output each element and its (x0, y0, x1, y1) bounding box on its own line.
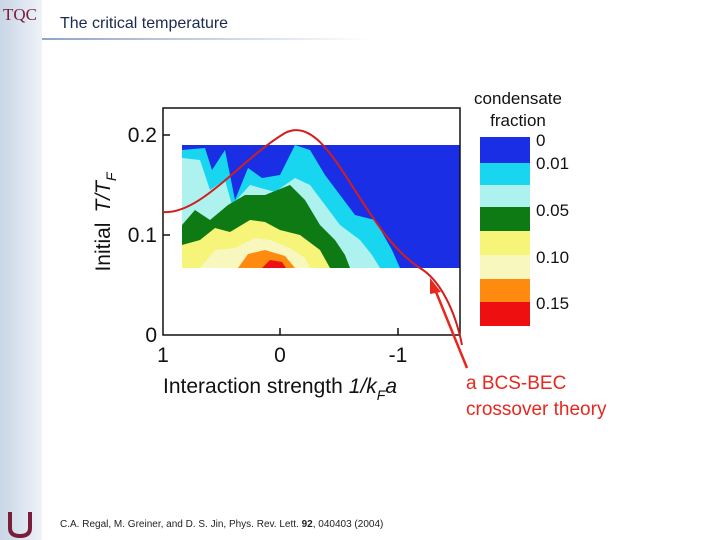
text-part: T/T (92, 179, 115, 213)
slide-title: The critical temperature (60, 15, 228, 32)
y-tick-label: 0 (145, 324, 157, 347)
y-tick-label: 0.1 (128, 224, 157, 247)
text-part: F (377, 387, 387, 403)
text-part: , 040403 (2004) (313, 519, 384, 530)
citation: C.A. Regal, M. Greiner, and D. S. Jin, P… (60, 519, 383, 530)
legend-title: fraction (490, 111, 546, 130)
text-part: Initial (92, 223, 115, 272)
y-axis-label: Initial T/TF (92, 171, 119, 272)
legend-label: 0 (536, 131, 545, 150)
x-axis-label: Interaction strength 1/kFa (163, 375, 397, 403)
legend-label: 0.01 (536, 154, 569, 173)
legend-title: condensate (474, 89, 562, 108)
tick-marks (163, 134, 399, 335)
text-part: F (103, 171, 119, 181)
text-part: Interaction strength (163, 375, 343, 398)
legend-swatches (480, 137, 530, 326)
x-tick-label: -1 (389, 344, 408, 367)
logo: TQC (3, 5, 37, 24)
theory-curve (162, 129, 463, 346)
text-part: 92 (302, 519, 314, 530)
text-part: 1/k (349, 375, 379, 398)
text-part: C.A. Regal, M. Greiner, and D. S. Jin, P… (60, 519, 299, 530)
annotation: a BCS-BEC (466, 373, 566, 394)
legend-label: 0.10 (536, 248, 569, 267)
annotation-arrowhead (430, 278, 441, 294)
legend-label: 0.05 (536, 201, 569, 220)
text-part: a (385, 375, 397, 398)
annotation: crossover theory (466, 399, 607, 420)
y-tick-label: 0.2 (128, 124, 157, 147)
legend-label: 0.15 (536, 294, 569, 313)
side-bar (0, 0, 42, 540)
annotation-arrow (432, 286, 469, 369)
contour-plot (182, 145, 460, 268)
footer-logo (8, 512, 32, 539)
x-tick-label: 0 (274, 344, 286, 367)
header-rule (42, 38, 372, 40)
plot-frame (162, 107, 461, 336)
x-tick-label: 1 (157, 344, 169, 367)
